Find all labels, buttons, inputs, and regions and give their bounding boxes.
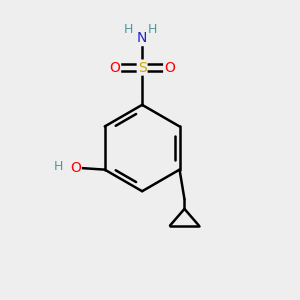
Text: H: H: [147, 23, 157, 36]
Text: O: O: [109, 61, 120, 75]
Text: O: O: [70, 161, 81, 175]
Text: H: H: [54, 160, 63, 173]
Text: O: O: [164, 61, 175, 75]
Text: N: N: [137, 31, 147, 45]
Text: S: S: [138, 61, 146, 75]
Text: H: H: [124, 23, 133, 36]
